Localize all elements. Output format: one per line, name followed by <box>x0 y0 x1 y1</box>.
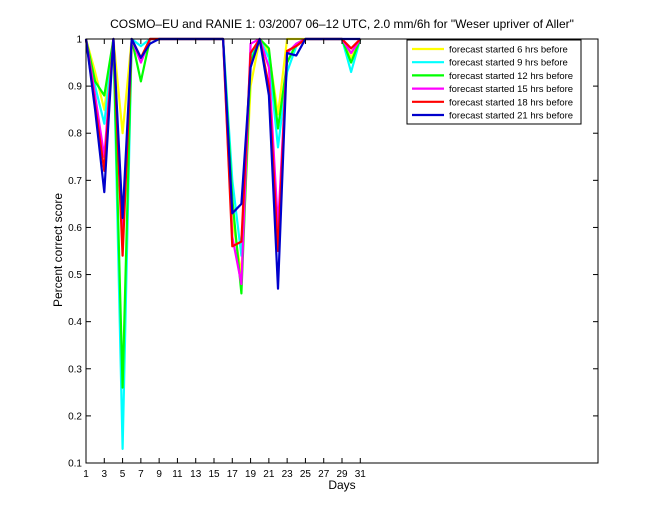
x-tick-label: 7 <box>138 469 144 480</box>
chart-title: COSMO–EU and RANIE 1: 03/2007 06–12 UTC,… <box>110 17 574 31</box>
x-tick-label: 27 <box>318 469 330 480</box>
legend-label-6: forecast started 21 hrs before <box>449 111 573 122</box>
x-tick-label: 3 <box>102 469 108 480</box>
x-axis-label: Days <box>328 478 355 492</box>
legend-label-3: forecast started 12 hrs before <box>449 71 573 82</box>
y-tick-label: 0.6 <box>68 223 82 234</box>
y-tick-label: 0.7 <box>68 176 82 187</box>
x-tick-label: 19 <box>245 469 257 480</box>
y-tick-label: 0.2 <box>68 411 82 422</box>
x-tick-label: 29 <box>336 469 348 480</box>
axes-layer: 1 3 5 7 9 11 13 15 17 19 21 23 25 27 29 310.10.20.30.40… <box>68 35 599 480</box>
y-tick-label: 0.3 <box>68 364 82 375</box>
y-tick-label: 0.8 <box>68 129 82 140</box>
y-tick-label: 0.4 <box>68 317 82 328</box>
x-tick-label: 31 <box>355 469 367 480</box>
x-tick-label: 23 <box>282 469 294 480</box>
legend-box <box>406 39 582 125</box>
x-tick-label: 17 <box>227 469 239 480</box>
x-tick-label: 13 <box>190 469 202 480</box>
y-tick-label: 1 <box>76 35 82 46</box>
legend-label-5: forecast started 18 hrs before <box>449 97 573 108</box>
x-tick-label: 11 <box>172 469 183 480</box>
y-tick-label: 0.5 <box>68 270 82 281</box>
legend-label-1: forecast started 6 hrs before <box>449 45 568 56</box>
x-tick-label: 15 <box>208 469 220 480</box>
x-tick-label: 5 <box>120 469 126 480</box>
y-tick-label: 0.1 <box>68 459 82 470</box>
x-tick-label: 25 <box>300 469 312 480</box>
y-tick-label: 0.9 <box>68 82 82 93</box>
x-tick-label: 1 <box>83 469 89 480</box>
legend-label-2: forecast started 9 hrs before <box>449 58 568 69</box>
legend: forecast started 6 hrs before forecast st… <box>406 39 582 125</box>
legend-label-4: forecast started 15 hrs before <box>449 84 573 95</box>
y-axis-label: Percent correct score <box>51 193 65 307</box>
x-tick-label: 9 <box>156 469 162 480</box>
x-tick-label: 21 <box>263 469 275 480</box>
